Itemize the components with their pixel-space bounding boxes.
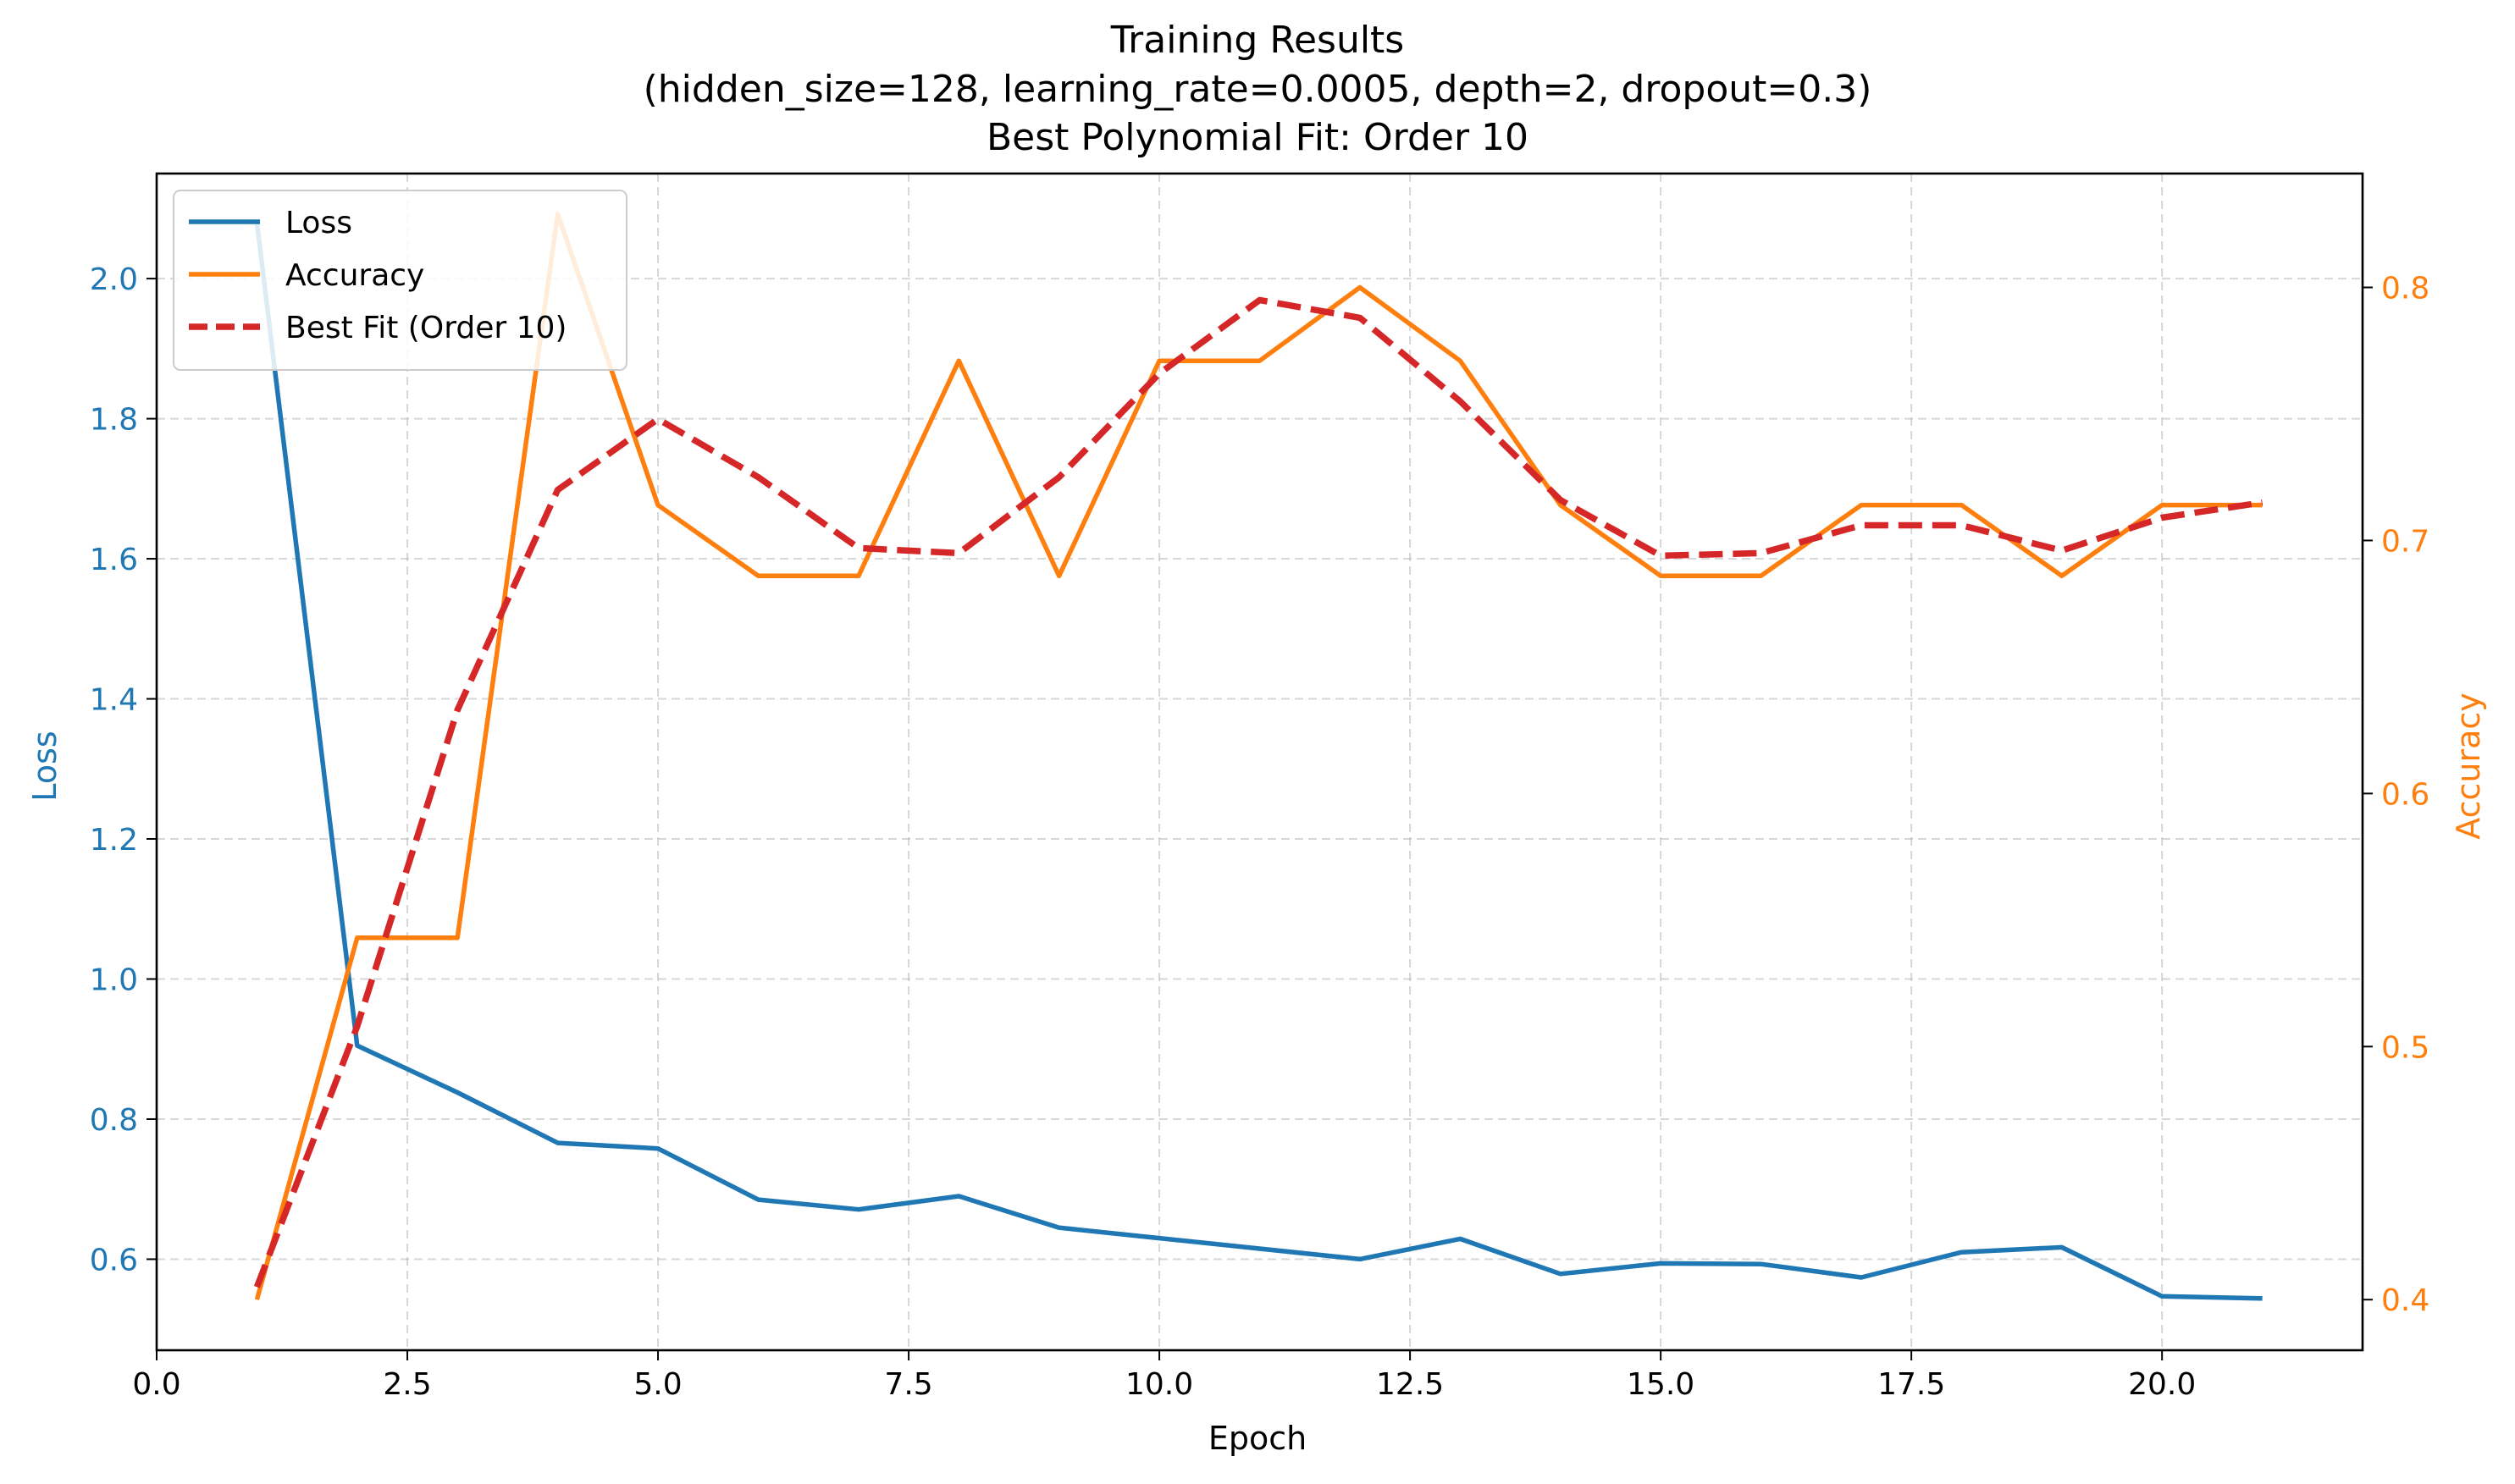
y-left-tick-label: 0.6 bbox=[90, 1243, 138, 1277]
x-tick-label: 12.5 bbox=[1376, 1367, 1444, 1402]
series-line-loss bbox=[254, 222, 2263, 1301]
legend-label: Loss bbox=[285, 206, 352, 240]
y-left-tick-label: 0.8 bbox=[90, 1103, 138, 1138]
x-axis-label: Epoch bbox=[1208, 1420, 1307, 1457]
x-tick-label: 5.0 bbox=[633, 1367, 682, 1402]
y-right-tick-label: 0.4 bbox=[2381, 1283, 2429, 1318]
y-right-tick-label: 0.8 bbox=[2381, 272, 2429, 306]
x-tick-label: 17.5 bbox=[1877, 1367, 1945, 1402]
chart-subtitle: (hidden_size=128, learning_rate=0.0005, … bbox=[644, 68, 1872, 111]
legend-label: Accuracy bbox=[285, 258, 424, 293]
chart-subtitle-fit: Best Polynomial Fit: Order 10 bbox=[987, 116, 1528, 159]
legend-box bbox=[173, 190, 627, 371]
legend-label: Best Fit (Order 10) bbox=[285, 311, 567, 345]
y-left-tick-label: 1.2 bbox=[90, 823, 138, 858]
y-left-tick-label: 1.0 bbox=[90, 963, 138, 997]
plot-frame bbox=[155, 172, 2364, 1352]
chart-title: Training Results bbox=[1110, 19, 1404, 62]
y-axis-right-label: Accuracy bbox=[2450, 692, 2487, 840]
x-tick-label: 20.0 bbox=[2128, 1367, 2196, 1402]
x-tick-label: 7.5 bbox=[884, 1367, 932, 1402]
y-left-tick-label: 2.0 bbox=[90, 262, 138, 297]
y-axis-left-label: Loss bbox=[26, 731, 64, 801]
grid-lines bbox=[156, 174, 2363, 1350]
y-left-tick-label: 1.4 bbox=[90, 683, 138, 718]
axes: 0.0 2.5 5.0 7.5 10.0 12.5 15.0 17.5 20.0 0.6 0.8 1.… bbox=[90, 262, 2430, 1402]
y-right-tick-label: 0.5 bbox=[2381, 1030, 2429, 1065]
legend: Loss Accuracy Best Fit (Order 10) bbox=[173, 190, 627, 371]
y-right-tick-label: 0.7 bbox=[2381, 524, 2429, 559]
y-right-tick-label: 0.6 bbox=[2381, 777, 2429, 812]
x-tick-label: 10.0 bbox=[1125, 1367, 1193, 1402]
x-tick-label: 0.0 bbox=[132, 1367, 180, 1402]
y-left-tick-label: 1.8 bbox=[90, 403, 138, 438]
x-tick-label: 2.5 bbox=[383, 1367, 431, 1402]
y-left-tick-label: 1.6 bbox=[90, 543, 138, 577]
x-tick-label: 15.0 bbox=[1627, 1367, 1694, 1402]
series-line-best-fit-order-10 bbox=[253, 296, 2264, 1288]
